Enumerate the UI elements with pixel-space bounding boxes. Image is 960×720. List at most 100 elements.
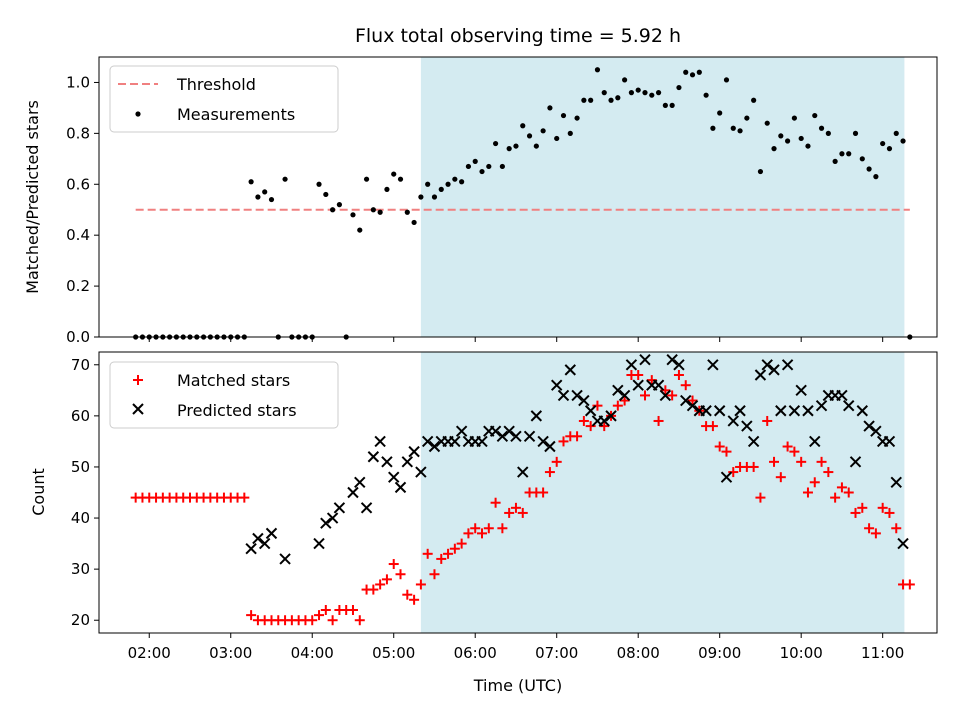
legend-measurements-label: Measurements bbox=[177, 105, 295, 124]
bottom-matched-point bbox=[660, 385, 671, 396]
bottom-matched-point bbox=[463, 528, 474, 539]
bottom-matched-point bbox=[707, 421, 718, 432]
bottom-predicted-point bbox=[673, 359, 685, 371]
bottom-predicted-point bbox=[401, 456, 414, 468]
top-measurement-point bbox=[554, 135, 560, 142]
bottom-matched-point bbox=[904, 579, 915, 590]
top-measurement-point bbox=[866, 166, 872, 172]
top-y-tick-label: 0.4 bbox=[66, 226, 90, 244]
top-measurement-point bbox=[282, 176, 288, 182]
bottom-predicted-point bbox=[775, 405, 787, 417]
top-y-axis-label: Matched/Predicted stars bbox=[23, 100, 42, 294]
bottom-matched-point bbox=[456, 538, 467, 549]
top-measurement-point bbox=[323, 191, 329, 198]
bottom-matched-point bbox=[619, 395, 630, 406]
bottom-predicted-point bbox=[408, 445, 420, 458]
top-measurement-point bbox=[710, 125, 716, 131]
bottom-predicted-point bbox=[333, 502, 346, 514]
top-y-tick-label: 1.0 bbox=[66, 73, 90, 91]
bottom-predicted-point bbox=[843, 399, 855, 412]
top-measurement-point bbox=[778, 133, 784, 139]
bottom-predicted-point bbox=[632, 379, 644, 391]
bottom-x-tick-label: 10:00 bbox=[780, 644, 823, 662]
top-measurement-point bbox=[757, 168, 764, 175]
top-measurement-point bbox=[893, 130, 899, 136]
top-measurement-point bbox=[404, 209, 410, 215]
bottom-matched-point bbox=[429, 569, 440, 580]
bottom-matched-point bbox=[891, 523, 902, 534]
bottom-predicted-point bbox=[768, 364, 780, 376]
top-measurement-point bbox=[873, 174, 879, 180]
top-measurement-point bbox=[839, 151, 845, 157]
bottom-matched-point bbox=[354, 615, 365, 626]
legend-predicted-swatch bbox=[132, 403, 144, 415]
top-measurement-point bbox=[255, 194, 261, 200]
top-measurement-point bbox=[472, 158, 478, 164]
bottom-matched-point bbox=[585, 421, 596, 432]
top-measurement-point bbox=[465, 163, 472, 170]
bottom-predicted-point bbox=[618, 389, 631, 402]
top-frame bbox=[98, 56, 938, 338]
bottom-matched-point bbox=[422, 548, 433, 559]
bottom-matched-point bbox=[395, 569, 406, 580]
top-measurement-point bbox=[479, 168, 485, 175]
bottom-predicted-point bbox=[489, 425, 502, 437]
bottom-matched-point bbox=[850, 507, 861, 518]
bottom-predicted-point bbox=[666, 353, 678, 366]
bottom-predicted-point bbox=[741, 420, 753, 432]
top-measurement-point bbox=[418, 194, 424, 200]
bottom-predicted-point bbox=[720, 471, 733, 483]
bottom-matched-point bbox=[510, 502, 521, 513]
top-measurement-point bbox=[384, 186, 390, 192]
top-measurement-point bbox=[363, 176, 370, 182]
bottom-predicted-point bbox=[659, 389, 672, 402]
bottom-matched-point bbox=[775, 472, 786, 483]
bottom-matched-point bbox=[558, 436, 569, 447]
bottom-predicted-point bbox=[374, 435, 386, 448]
bottom-predicted-point bbox=[415, 466, 427, 478]
top-measurement-point bbox=[717, 110, 723, 116]
top-y-tick-label: 0.0 bbox=[66, 328, 90, 346]
top-chart-title: Flux total observing time = 5.92 h bbox=[355, 25, 681, 47]
bottom-matched-point bbox=[830, 492, 841, 503]
top-measurement-point bbox=[262, 189, 268, 195]
top-y-tick-label: 0.8 bbox=[66, 124, 90, 142]
legend-predicted-label: Predicted stars bbox=[177, 401, 297, 420]
bottom-matched-point bbox=[327, 615, 338, 626]
bottom-matched-point bbox=[769, 456, 780, 467]
top-y-tick-label: 0.2 bbox=[66, 277, 90, 295]
bottom-matched-point bbox=[368, 584, 379, 595]
top-measurement-point bbox=[520, 123, 526, 129]
bottom-predicted-point bbox=[849, 456, 862, 468]
top-measurement-point bbox=[411, 219, 417, 226]
bottom-predicted-point bbox=[347, 486, 359, 499]
bottom-matched-point bbox=[449, 543, 460, 554]
bottom-matched-point bbox=[755, 492, 766, 503]
bottom-series-1 bbox=[245, 353, 909, 565]
top-measurement-point bbox=[268, 196, 275, 203]
top-measurement-point bbox=[594, 67, 601, 73]
bottom-predicted-point bbox=[815, 399, 828, 412]
legend-matched-label: Matched stars bbox=[177, 371, 290, 390]
bottom-matched-point bbox=[572, 431, 583, 442]
bottom-predicted-point bbox=[890, 476, 902, 488]
bottom-y-tick-label: 30 bbox=[71, 560, 90, 578]
top-measurement-point bbox=[859, 156, 865, 162]
top-measurement-point bbox=[880, 140, 886, 147]
bottom-predicted-point bbox=[476, 435, 488, 448]
bottom-matched-point bbox=[347, 605, 358, 616]
bottom-matched-point bbox=[483, 523, 494, 534]
bottom-matched-point bbox=[864, 523, 875, 534]
bottom-predicted-point bbox=[734, 405, 746, 417]
top-measurement-point bbox=[642, 90, 648, 96]
bottom-predicted-point bbox=[598, 415, 610, 427]
top-y-tick-label: 0.6 bbox=[66, 175, 90, 193]
bottom-predicted-point bbox=[388, 471, 400, 483]
bottom-predicted-point bbox=[707, 359, 719, 371]
bottom-predicted-point bbox=[809, 435, 821, 448]
bottom-predicted-point bbox=[265, 527, 278, 540]
top-measurement-point bbox=[900, 138, 906, 144]
top-measurement-point bbox=[574, 115, 580, 121]
bottom-matched-point bbox=[877, 502, 888, 513]
top-measurement-point bbox=[818, 125, 825, 131]
